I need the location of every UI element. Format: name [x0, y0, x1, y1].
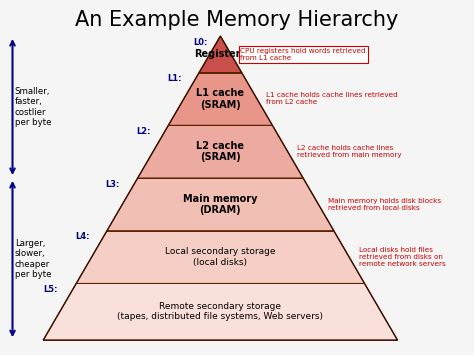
- Text: Local secondary storage
(local disks): Local secondary storage (local disks): [165, 247, 276, 267]
- Text: L4:: L4:: [75, 233, 89, 241]
- Polygon shape: [107, 178, 334, 231]
- Text: L1 cache
(SRAM): L1 cache (SRAM): [196, 88, 245, 110]
- Text: L2 cache holds cache lines
retrieved from main memory: L2 cache holds cache lines retrieved fro…: [297, 145, 402, 158]
- Text: L0:: L0:: [193, 38, 208, 47]
- Polygon shape: [199, 36, 242, 72]
- Polygon shape: [168, 72, 273, 125]
- Text: CPU registers hold words retrieved
from L1 cache: CPU registers hold words retrieved from …: [240, 48, 366, 61]
- Polygon shape: [43, 283, 398, 340]
- Text: L5:: L5:: [43, 285, 57, 294]
- Polygon shape: [138, 125, 303, 178]
- Text: L1:: L1:: [167, 74, 182, 83]
- Text: An Example Memory Hierarchy: An Example Memory Hierarchy: [75, 10, 399, 29]
- Text: Local disks hold files
retrieved from disks on
remote network servers: Local disks hold files retrieved from di…: [358, 247, 445, 267]
- Text: Remote secondary storage
(tapes, distributed file systems, Web servers): Remote secondary storage (tapes, distrib…: [118, 302, 323, 322]
- Text: Registers: Registers: [194, 49, 246, 59]
- Text: L2 cache
(SRAM): L2 cache (SRAM): [196, 141, 245, 163]
- Text: Main memory holds disk blocks
retrieved from local disks: Main memory holds disk blocks retrieved …: [328, 198, 441, 211]
- Text: L1 cache holds cache lines retrieved
from L2 cache: L1 cache holds cache lines retrieved fro…: [266, 92, 398, 105]
- Text: Larger,
slower,
cheaper
per byte: Larger, slower, cheaper per byte: [15, 239, 51, 279]
- Polygon shape: [76, 231, 365, 283]
- Text: Main memory
(DRAM): Main memory (DRAM): [183, 193, 258, 215]
- Text: Smaller,
faster,
costlier
per byte: Smaller, faster, costlier per byte: [15, 87, 51, 127]
- Text: L2:: L2:: [136, 127, 151, 136]
- Text: L3:: L3:: [106, 180, 120, 189]
